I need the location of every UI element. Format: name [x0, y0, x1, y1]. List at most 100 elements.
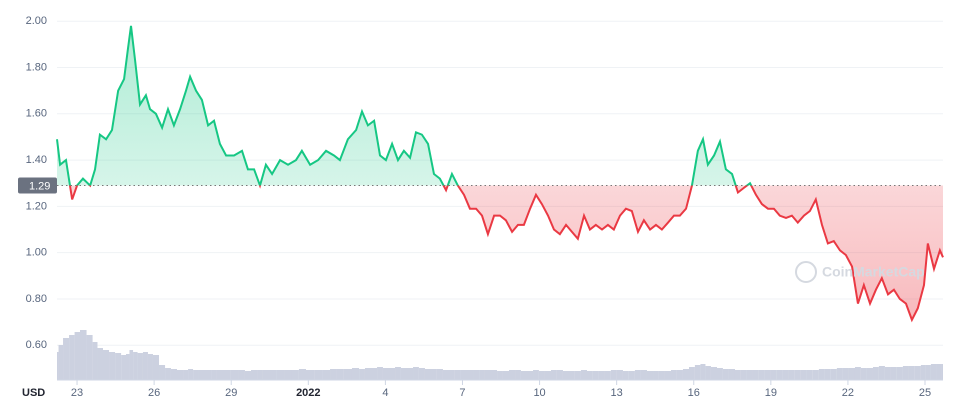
watermark-logo [795, 261, 817, 283]
x-tick-label: 22 [842, 387, 854, 399]
volume-bar [705, 366, 711, 380]
volume-bar [658, 371, 665, 380]
volume-bar [878, 366, 885, 380]
volume-bar [314, 370, 323, 380]
volume-bar [782, 370, 789, 380]
volume-bar [890, 367, 897, 380]
volume-bar [406, 368, 414, 380]
volume-bar [574, 371, 581, 380]
volume-bar [133, 352, 138, 380]
volume-bar [142, 352, 148, 380]
volume-bar [610, 370, 617, 380]
volume-bar [752, 370, 759, 380]
volume-bar [592, 371, 599, 380]
volume-bar [598, 371, 605, 380]
volume-bar [562, 371, 569, 380]
volume-bar [400, 368, 407, 380]
volume-bar [740, 370, 747, 380]
volume-bar [330, 369, 337, 380]
volume-bar [244, 371, 252, 380]
x-tick-label: 19 [765, 387, 777, 399]
volume-bar [616, 370, 623, 380]
volume-bar [502, 371, 509, 380]
volume-bar [268, 370, 277, 380]
volume-bar [860, 368, 867, 380]
volume-bar [460, 370, 467, 380]
volume-bar [188, 369, 194, 380]
volume-bar [884, 367, 891, 380]
unit-label: USD [22, 387, 45, 399]
volume-bar [866, 368, 873, 380]
volume-bar [734, 370, 741, 380]
x-tick-label: 26 [148, 387, 160, 399]
line-down [68, 185, 944, 323]
x-tick-label: 25 [919, 387, 931, 399]
line-up [56, 25, 753, 186]
area-down [57, 185, 943, 320]
volume-bar [694, 365, 701, 380]
x-tick-label: 16 [688, 387, 700, 399]
volume-bar [806, 370, 813, 380]
volume-bar [746, 370, 753, 380]
volume-bar [230, 370, 239, 380]
volume-bar [622, 371, 629, 380]
volume-bar [413, 367, 419, 380]
y-tick-label: 2.00 [26, 15, 47, 27]
volume-bar [941, 364, 943, 380]
y-tick-label: 1.00 [26, 247, 47, 259]
volume-bar [473, 370, 480, 380]
volume-bar [526, 371, 534, 380]
volume-bar [359, 369, 365, 380]
volume-bar [159, 365, 166, 380]
volume-bar [533, 370, 539, 380]
volume-bar [676, 370, 683, 380]
y-tick-label: 1.80 [26, 61, 47, 73]
volume-bar [276, 370, 285, 380]
volume-bar [102, 350, 110, 380]
volume-bar [812, 370, 819, 380]
volume-bar [74, 332, 80, 380]
volume-bar [484, 370, 492, 380]
x-tick-label: 23 [71, 387, 83, 399]
volume-bar [568, 371, 575, 380]
volume-bar [125, 354, 130, 380]
volume-bar [497, 371, 503, 380]
volume-bar [794, 370, 801, 380]
volume-bar [137, 353, 143, 380]
baseline-label-box [18, 177, 57, 194]
volume-bar [97, 348, 103, 380]
volume-bar [424, 369, 432, 380]
x-tick-label: 4 [382, 387, 388, 399]
volume-bar [79, 330, 87, 380]
volume-bar [491, 370, 498, 380]
volume-bar [764, 370, 771, 380]
volume-bar [109, 352, 116, 380]
volume-bar [936, 364, 942, 380]
volume-bar [351, 368, 360, 380]
volume-bar [170, 369, 178, 380]
volume-bar [251, 370, 258, 380]
volume-bar [69, 335, 75, 380]
x-tick-label: 29 [225, 387, 237, 399]
volume-bar [262, 370, 269, 380]
volume-bar [776, 370, 783, 380]
y-tick-label: 0.60 [26, 339, 47, 351]
volume-bar [121, 355, 126, 380]
volume-bar [682, 369, 689, 380]
volume-bar [842, 368, 849, 380]
volume-bar [788, 370, 795, 380]
volume-bar [343, 369, 352, 380]
volume-bar [634, 370, 641, 380]
volume-bar [872, 367, 879, 380]
volume-bar [115, 353, 122, 380]
volume-bar [580, 370, 587, 380]
x-tick-label: 10 [533, 387, 545, 399]
volume-bar [556, 370, 563, 380]
volume-bar [454, 370, 461, 380]
volume-bar [830, 369, 837, 380]
volume-bar [205, 370, 212, 380]
x-tick-label: 7 [459, 387, 465, 399]
volume-bar [436, 369, 443, 380]
volume-bar [770, 370, 777, 380]
volume-bar [257, 370, 263, 380]
